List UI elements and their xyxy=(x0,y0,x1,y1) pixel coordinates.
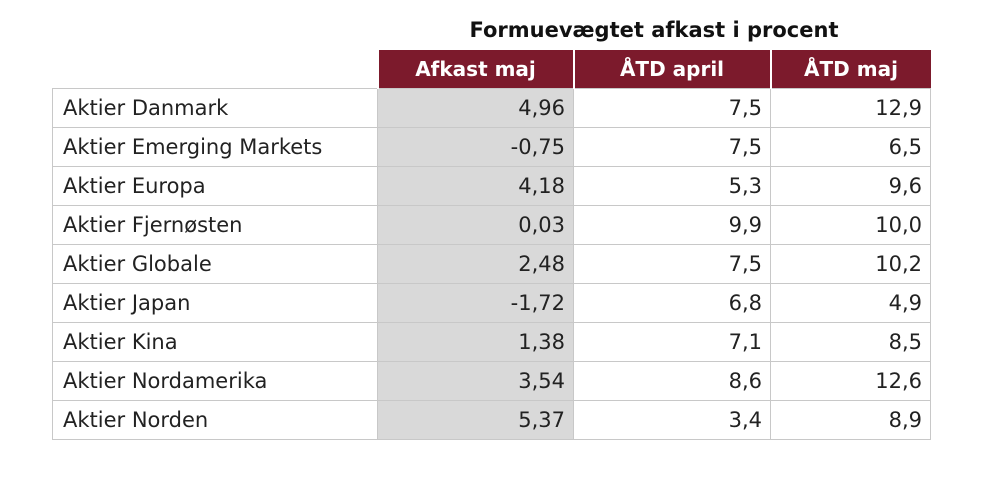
value-cell: 7,5 xyxy=(573,127,771,167)
value-cell: 9,9 xyxy=(573,205,771,245)
table-row: Aktier Norden 5,37 3,4 8,9 xyxy=(52,400,931,440)
row-label: Aktier Japan xyxy=(52,283,378,323)
table-row: Aktier Kina 1,38 7,1 8,5 xyxy=(52,322,931,362)
value-cell: 10,2 xyxy=(770,244,931,284)
table-row: Aktier Danmark 4,96 7,5 12,9 xyxy=(52,88,931,128)
value-cell: -0,75 xyxy=(377,127,574,167)
value-cell: 4,9 xyxy=(770,283,931,323)
table-body: Aktier Danmark 4,96 7,5 12,9 Aktier Emerging… xyxy=(52,88,931,440)
column-header: Afkast maj xyxy=(376,50,574,89)
returns-table: Afkast maj ÅTD april ÅTD maj Aktier Danmar… xyxy=(52,50,931,440)
value-cell: 6,8 xyxy=(573,283,771,323)
value-cell: 0,03 xyxy=(377,205,574,245)
value-cell: 5,37 xyxy=(377,400,574,440)
row-label: Aktier Nordamerika xyxy=(52,361,378,401)
value-cell: 3,54 xyxy=(377,361,574,401)
value-cell: 7,5 xyxy=(573,244,771,284)
value-cell: -1,72 xyxy=(377,283,574,323)
value-cell: 4,96 xyxy=(377,88,574,128)
row-label: Aktier Globale xyxy=(52,244,378,284)
table-row: Aktier Europa 4,18 5,3 9,6 xyxy=(52,166,931,206)
value-cell: 7,1 xyxy=(573,322,771,362)
value-cell: 5,3 xyxy=(573,166,771,206)
row-label: Aktier Emerging Markets xyxy=(52,127,378,167)
row-label: Aktier Europa xyxy=(52,166,378,206)
value-cell: 6,5 xyxy=(770,127,931,167)
row-label: Aktier Kina xyxy=(52,322,378,362)
table-row: Aktier Nordamerika 3,54 8,6 12,6 xyxy=(52,361,931,401)
value-cell: 12,6 xyxy=(770,361,931,401)
value-cell: 3,4 xyxy=(573,400,771,440)
value-cell: 10,0 xyxy=(770,205,931,245)
value-cell: 8,5 xyxy=(770,322,931,362)
column-header: ÅTD maj xyxy=(769,50,931,89)
value-cell: 4,18 xyxy=(377,166,574,206)
value-cell: 7,5 xyxy=(573,88,771,128)
column-header: ÅTD april xyxy=(572,50,771,89)
row-label: Aktier Norden xyxy=(52,400,378,440)
value-cell: 8,6 xyxy=(573,361,771,401)
table-row: Aktier Fjernøsten 0,03 9,9 10,0 xyxy=(52,205,931,245)
table-row: Aktier Japan -1,72 6,8 4,9 xyxy=(52,283,931,323)
corner xyxy=(52,50,378,89)
row-label: Aktier Danmark xyxy=(52,88,378,128)
row-label: Aktier Fjernøsten xyxy=(52,205,378,245)
value-cell: 8,9 xyxy=(770,400,931,440)
value-cell: 1,38 xyxy=(377,322,574,362)
value-cell: 9,6 xyxy=(770,166,931,206)
header-row: Afkast maj ÅTD april ÅTD maj xyxy=(52,50,931,89)
table-title: Formuevægtet afkast i procent xyxy=(469,18,839,42)
value-cell: 12,9 xyxy=(770,88,931,128)
table-row: Aktier Emerging Markets -0,75 7,5 6,5 xyxy=(52,127,931,167)
table-row: Aktier Globale 2,48 7,5 10,2 xyxy=(52,244,931,284)
value-cell: 2,48 xyxy=(377,244,574,284)
